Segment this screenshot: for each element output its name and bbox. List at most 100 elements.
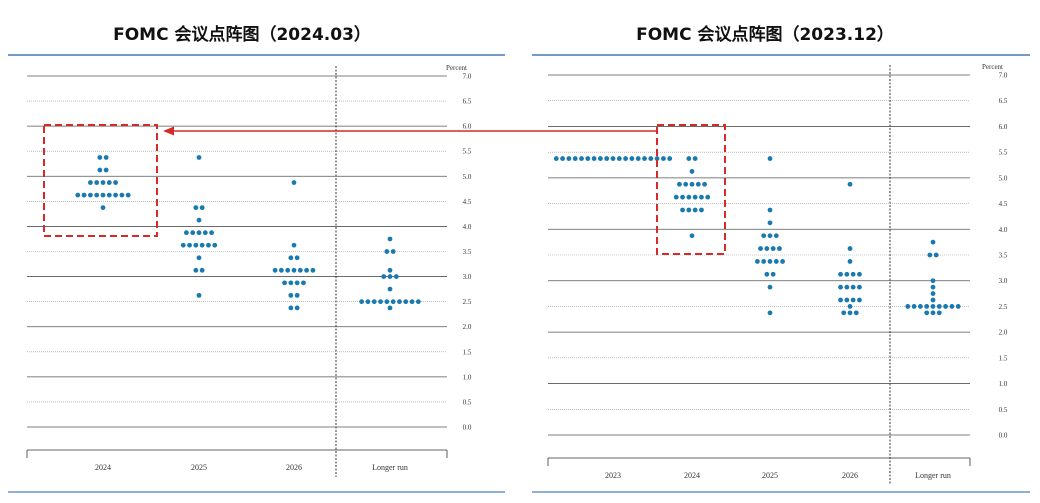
dot (301, 280, 306, 286)
dot (604, 156, 610, 161)
x-tick-label: 2024 (684, 471, 700, 480)
dot (667, 156, 673, 161)
dot (272, 267, 278, 273)
x-tick-label: 2026 (286, 463, 302, 472)
dot (850, 297, 856, 303)
dot (610, 156, 616, 161)
dot (930, 297, 936, 303)
dot (202, 230, 208, 236)
dot (81, 192, 87, 198)
y-tick-label: 4.5 (999, 200, 1008, 208)
dot (294, 305, 300, 311)
dot (282, 280, 287, 286)
dot (911, 304, 917, 309)
dot (838, 284, 843, 290)
dot (119, 192, 125, 198)
dot (930, 278, 936, 284)
dot (279, 267, 284, 273)
dot (764, 246, 770, 251)
dot (288, 292, 294, 298)
y-tick-label: 5.0 (463, 173, 472, 181)
y-tick-label: 3.5 (463, 248, 472, 256)
dot (943, 304, 948, 309)
y-tick-label: 2.5 (999, 303, 1008, 311)
y-tick-label: 7.0 (463, 73, 472, 81)
dot (97, 167, 103, 173)
dot (764, 271, 770, 277)
dot (847, 246, 853, 251)
dot (853, 310, 859, 316)
dot (113, 180, 118, 185)
dot (288, 255, 294, 261)
dot (936, 310, 942, 316)
y-tick-label: 6.5 (463, 98, 472, 106)
dot (847, 181, 853, 187)
dot (291, 180, 297, 185)
dot (905, 304, 911, 309)
dot (933, 252, 939, 258)
dot (184, 230, 189, 236)
dot (857, 284, 862, 290)
y-tick-label: 5.0 (999, 174, 1008, 182)
dot (553, 156, 559, 161)
dot (384, 299, 390, 305)
dot (683, 181, 689, 187)
dot (705, 194, 711, 200)
dot (285, 267, 291, 273)
dot (190, 230, 196, 236)
dot (635, 156, 641, 161)
dot (387, 274, 393, 279)
dot (930, 310, 936, 316)
y-tick-label: 3.0 (999, 277, 1008, 285)
y-tick-label: 0.5 (999, 406, 1008, 414)
dot (125, 192, 131, 198)
x-tick-label: 2025 (762, 471, 778, 480)
dot (378, 299, 383, 305)
dot (206, 242, 211, 248)
y-tick-label: 5.5 (999, 149, 1008, 157)
dot (761, 233, 767, 239)
dot (199, 242, 205, 248)
y-tick-label: 1.0 (999, 380, 1008, 388)
dot (930, 291, 936, 296)
dot (773, 259, 779, 264)
dot (673, 194, 679, 200)
x-tick-label: 2023 (605, 471, 621, 480)
dot (654, 156, 660, 161)
dot (196, 155, 202, 160)
y-tick-label: 7.0 (999, 72, 1008, 80)
y-tick-label: 0.0 (463, 424, 472, 432)
dot (94, 180, 100, 185)
dot (106, 192, 112, 198)
dot (844, 284, 850, 290)
dot (384, 249, 390, 254)
dot (780, 259, 785, 264)
y-tick-label: 2.5 (463, 298, 472, 306)
y-tick-label: 4.5 (463, 198, 472, 206)
dot (196, 255, 202, 261)
dot (390, 249, 396, 254)
dot (680, 194, 685, 200)
dot (193, 267, 199, 273)
y-tick-label: 4.0 (999, 226, 1008, 234)
dot (692, 156, 698, 161)
dot (955, 304, 961, 309)
y-tick-label: 1.0 (463, 373, 472, 381)
dot (850, 284, 856, 290)
chart-right: 0.0 0.5 1.0 1.5 2.0 2.5 3.0 3.5 4.0 4.5 5.0 5.5 6.0 6… (547, 63, 1008, 485)
dot (689, 233, 695, 239)
dot (409, 299, 415, 305)
dot (304, 267, 309, 273)
y-tick-label: 6.0 (999, 123, 1008, 131)
dot (767, 310, 773, 316)
dot (686, 156, 692, 161)
dot (924, 310, 930, 316)
dot (767, 207, 773, 213)
dot (566, 156, 572, 161)
y-tick-label: 0.5 (463, 398, 472, 406)
dot (623, 156, 628, 161)
dot (310, 267, 316, 273)
dot (642, 156, 647, 161)
dot (288, 280, 294, 286)
